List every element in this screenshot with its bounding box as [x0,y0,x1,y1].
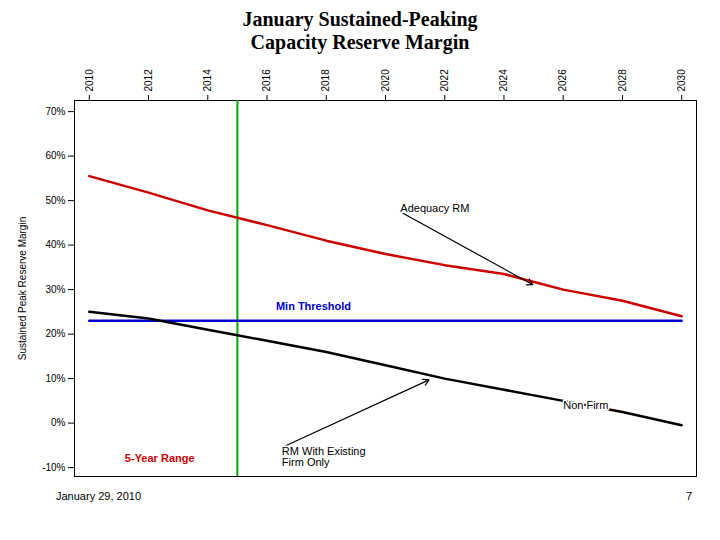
svg-text:RM With ExistingFirm Only: RM With ExistingFirm Only [282,445,366,468]
svg-text:2016: 2016 [261,69,272,92]
svg-text:Sustained Peak Reserve Margin: Sustained Peak Reserve Margin [17,217,28,360]
svg-text:20%: 20% [45,328,65,339]
svg-text:60%: 60% [45,150,65,161]
svg-text:50%: 50% [45,195,65,206]
html-text:7: 7 [685,490,692,502]
html-text:January 29, 2010: January 29, 2010 [56,490,141,502]
svg-text:Non Firm: Non Firm [563,399,608,411]
svg-text:2020: 2020 [380,69,391,92]
svg-text:2022: 2022 [439,69,450,92]
svg-text:40%: 40% [45,239,65,250]
svg-text:2018: 2018 [320,69,331,92]
svg-text:2028: 2028 [617,69,628,92]
svg-text:10%: 10% [45,373,65,384]
svg-text:Adequacy RM: Adequacy RM [400,202,469,214]
svg-text:2014: 2014 [202,69,213,92]
html-text:January Sustained-Peaking Capa: January Sustained-Peaking Capacity Reser… [242,8,478,53]
svg-text:-10%: -10% [42,462,65,473]
svg-text:2012: 2012 [143,69,154,92]
svg-text:2026: 2026 [557,69,568,92]
svg-text:5-Year Range: 5-Year Range [125,452,195,464]
svg-text:2010: 2010 [84,69,95,92]
svg-text:Min Threshold: Min Threshold [276,300,351,312]
svg-text:2030: 2030 [676,69,687,92]
svg-text:30%: 30% [45,284,65,295]
svg-text:2024: 2024 [498,69,509,92]
svg-text:0%: 0% [51,417,66,428]
svg-text:70%: 70% [45,106,65,117]
